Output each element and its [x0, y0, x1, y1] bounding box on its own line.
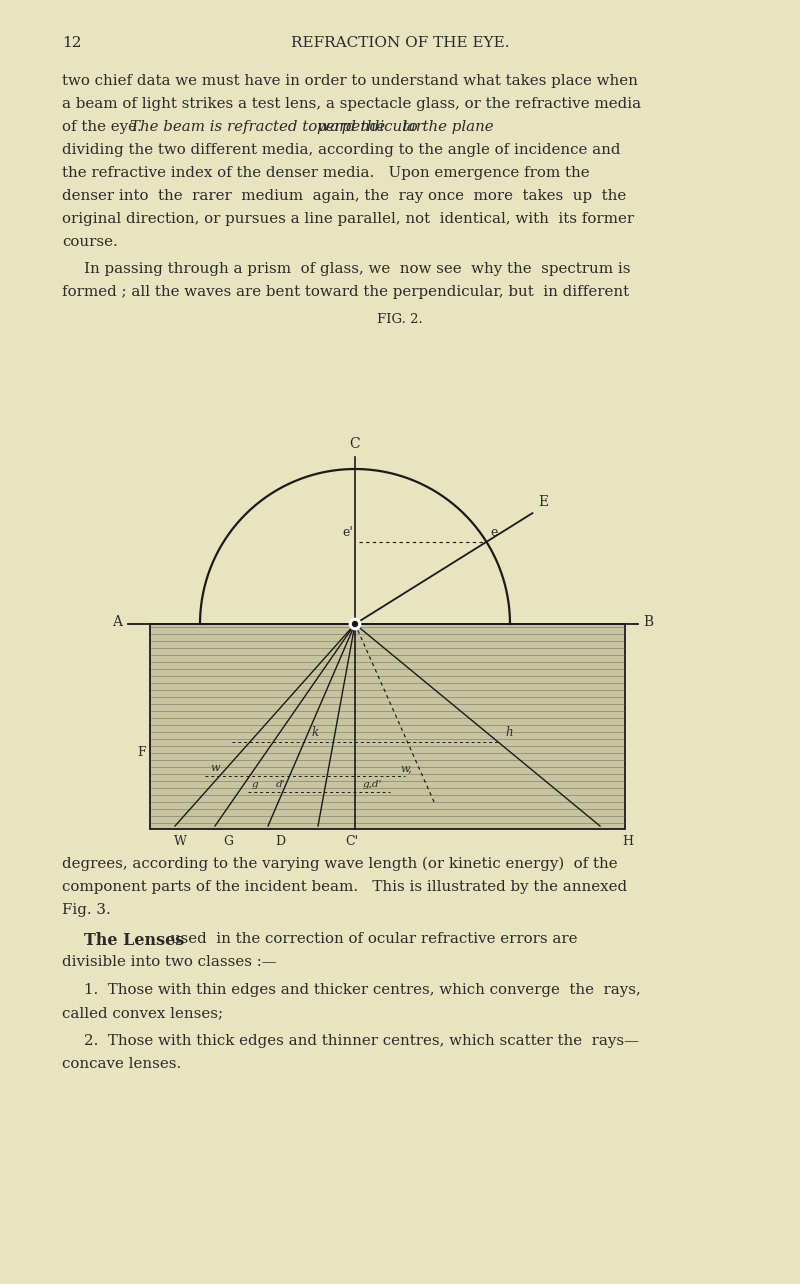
Text: REFRACTION OF THE EYE.: REFRACTION OF THE EYE.: [290, 36, 510, 50]
Text: denser into  the  rarer  medium  again, the  ray once  more  takes  up  the: denser into the rarer medium again, the …: [62, 189, 626, 203]
Text: of the eye.: of the eye.: [62, 119, 156, 134]
Text: In passing through a prism  of glass, we  now see  why the  spectrum is: In passing through a prism of glass, we …: [84, 262, 630, 276]
Text: F: F: [138, 746, 146, 759]
Text: W: W: [174, 835, 186, 847]
Text: used  in the correction of ocular refractive errors are: used in the correction of ocular refract…: [166, 932, 578, 946]
Text: D: D: [275, 835, 285, 847]
Text: a beam of light strikes a test lens, a spectacle glass, or the refractive media: a beam of light strikes a test lens, a s…: [62, 98, 641, 110]
Text: w,: w,: [400, 763, 412, 773]
Text: 2.  Those with thick edges and thinner centres, which scatter the  rays—: 2. Those with thick edges and thinner ce…: [84, 1034, 639, 1048]
Text: formed ; all the waves are bent toward the perpendicular, but  in different: formed ; all the waves are bent toward t…: [62, 285, 629, 299]
Text: e: e: [490, 526, 498, 539]
Text: h: h: [505, 725, 513, 740]
Text: g,d': g,d': [363, 779, 382, 788]
Text: concave lenses.: concave lenses.: [62, 1057, 182, 1071]
Text: G: G: [223, 835, 233, 847]
Text: 12: 12: [62, 36, 82, 50]
Text: B: B: [643, 615, 653, 629]
Text: degrees, according to the varying wave length (or kinetic energy)  of the: degrees, according to the varying wave l…: [62, 856, 618, 872]
Text: two chief data we must have in order to understand what takes place when: two chief data we must have in order to …: [62, 74, 638, 89]
Text: k: k: [311, 725, 318, 740]
Text: e': e': [342, 526, 353, 539]
Text: 1.  Those with thin edges and thicker centres, which converge  the  rays,: 1. Those with thin edges and thicker cen…: [84, 984, 641, 996]
Circle shape: [353, 621, 358, 627]
Text: original direction, or pursues a line parallel, not  identical, with  its former: original direction, or pursues a line pa…: [62, 212, 634, 226]
Bar: [150, 624, 625, 829]
Text: g: g: [252, 779, 258, 788]
Circle shape: [350, 619, 361, 629]
Text: called convex lenses;: called convex lenses;: [62, 1005, 223, 1019]
Text: component parts of the incident beam.   This is illustrated by the annexed: component parts of the incident beam. Th…: [62, 880, 627, 894]
Text: FIG. 2.: FIG. 2.: [377, 313, 423, 326]
Text: course.: course.: [62, 235, 118, 249]
Text: to the plane: to the plane: [398, 119, 494, 134]
Text: C': C': [346, 835, 358, 847]
Text: The beam is refracted toward the: The beam is refracted toward the: [130, 119, 390, 134]
Text: A: A: [112, 615, 122, 629]
Text: H: H: [622, 835, 634, 847]
Text: the refractive index of the denser media.   Upon emergence from the: the refractive index of the denser media…: [62, 166, 590, 180]
Text: divisible into two classes :—: divisible into two classes :—: [62, 955, 277, 969]
Text: dividing the two different media, according to the angle of incidence and: dividing the two different media, accord…: [62, 143, 621, 157]
Text: The Lenses: The Lenses: [84, 932, 184, 949]
Text: Fig. 3.: Fig. 3.: [62, 903, 110, 917]
Text: C: C: [350, 437, 360, 451]
Text: E: E: [538, 496, 549, 510]
Text: d': d': [276, 779, 286, 788]
Text: perpendicular: perpendicular: [316, 119, 423, 134]
Text: w: w: [210, 763, 219, 773]
